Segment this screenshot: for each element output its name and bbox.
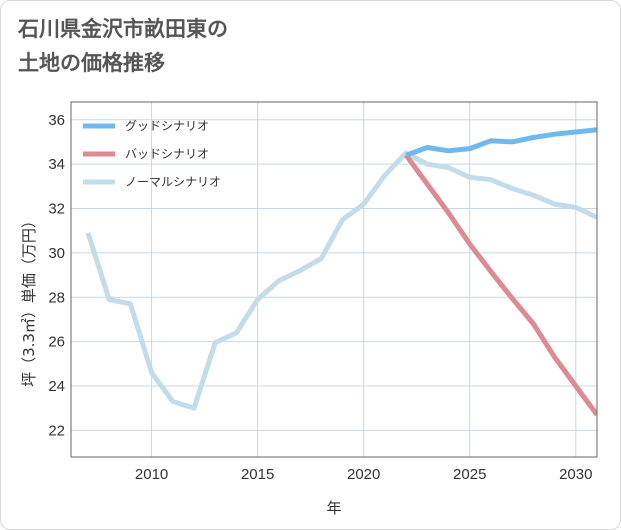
plot-frame [70, 101, 598, 458]
y-tick-label: 30 [48, 245, 65, 262]
x-tick-label: 2030 [559, 466, 592, 483]
tick-labels: 2010 2015 2020 2025 2030 22 24 26 28 30 32 34 36 [48, 112, 592, 483]
series-line-2 [85, 150, 597, 411]
y-tick-label: 24 [48, 378, 65, 395]
legend-label-0: グッドシナリオ [125, 119, 209, 133]
title-line-1: 石川県金沢市畝田東の [18, 17, 228, 41]
title-line-2: 土地の価格推移 [18, 51, 165, 75]
x-tick-label: 2025 [453, 466, 486, 483]
chart-title: 石川県金沢市畝田東の 土地の価格推移 [18, 12, 578, 80]
x-tick-label: 2010 [135, 466, 168, 483]
series-line-1 [404, 153, 597, 417]
x-tick-label: 2020 [347, 466, 380, 483]
series-layer [85, 127, 597, 417]
x-tick-label: 2015 [241, 466, 274, 483]
legend-label-1: バッドシナリオ [125, 147, 209, 161]
y-tick-label: 22 [48, 422, 65, 439]
y-tick-label: 28 [48, 289, 65, 306]
grid-lines [71, 102, 597, 457]
y-tick-label: 32 [48, 201, 65, 218]
legend-label-2: ノーマルシナリオ [125, 175, 221, 189]
x-axis-label: 年 [326, 499, 341, 517]
y-tick-label: 36 [48, 112, 65, 129]
y-tick-label: 34 [48, 156, 65, 173]
series-line-0 [405, 127, 597, 158]
y-axis-label: 坪（3.3㎡）単価（万円） [20, 213, 38, 387]
y-tick-label: 26 [48, 334, 65, 351]
plot-area [71, 102, 597, 457]
